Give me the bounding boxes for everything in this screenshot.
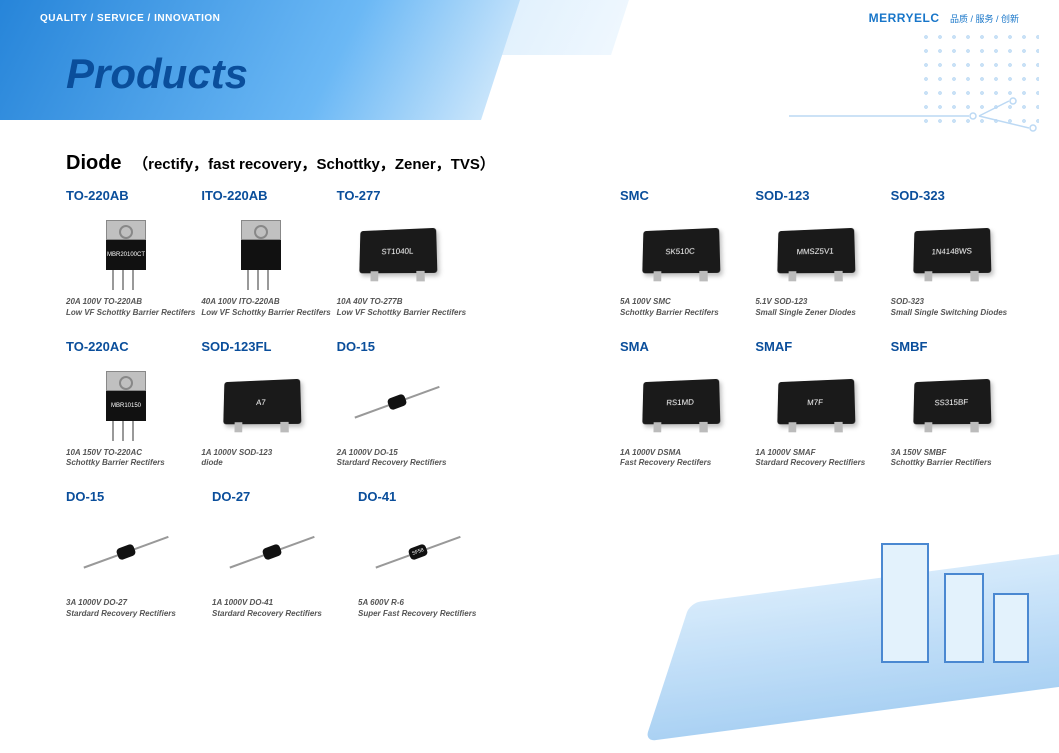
- page-title: Products: [66, 50, 248, 98]
- product-desc: 1A 1000V SMAFStardard Recovery Rectifier…: [755, 448, 890, 470]
- product-cell: SOD-123 MMSZ5V1 5.1V SOD-123Small Single…: [755, 188, 890, 319]
- axial-icon: [352, 387, 442, 417]
- package-title: SMBF: [891, 339, 1026, 354]
- decor-circuit-line: [789, 96, 1049, 136]
- product-desc: 2A 1000V DO-15Stardard Recovery Rectifie…: [337, 448, 472, 470]
- chip-icon: ST1040L: [359, 228, 437, 273]
- product-thumb: SK510C: [620, 209, 740, 293]
- package-title: ITO-220AB: [201, 188, 336, 203]
- axial-icon: [227, 537, 317, 567]
- product-desc: 3A 1000V DO-27Stardard Recovery Rectifie…: [66, 598, 212, 620]
- product-cell: TO-220AC MBR10150 10A 150V TO-220ACSchot…: [66, 339, 201, 470]
- product-thumb: SS315BF: [891, 360, 1011, 444]
- product-desc: 10A 40V TO-277BLow VF Schottky Barrier R…: [337, 297, 472, 319]
- chip-label: SK510C: [665, 246, 695, 256]
- to220-icon: MBR10150: [106, 371, 146, 433]
- product-thumb: MBR20100CT: [66, 209, 186, 293]
- product-cell: DO-15 3A 1000V DO-27Stardard Recovery Re…: [66, 489, 212, 620]
- package-title: DO-15: [337, 339, 472, 354]
- chip-label: SS315BF: [934, 397, 968, 407]
- product-cell: SMBF SS315BF 3A 150V SMBFSchottky Barrie…: [891, 339, 1026, 470]
- package-title: TO-277: [337, 188, 472, 203]
- product-cell: SMC SK510C 5A 100V SMCSchottky Barrier R…: [620, 188, 755, 319]
- product-cell: SMAF M7F 1A 1000V SMAFStardard Recovery …: [755, 339, 890, 470]
- product-desc: 20A 100V TO-220ABLow VF Schottky Barrier…: [66, 297, 201, 319]
- chip-icon: RS1MD: [642, 378, 720, 423]
- brand-block: MERRYELC 品质 / 服务 / 创新: [869, 9, 1019, 27]
- product-desc: 10A 150V TO-220ACSchottky Barrier Rectif…: [66, 448, 201, 470]
- chip-label: MMSZ5V1: [797, 246, 835, 256]
- product-cell: TO-220AB MBR20100CT 20A 100V TO-220ABLow…: [66, 188, 201, 319]
- chip-label: 1N4148WS: [930, 246, 971, 256]
- package-title: SMA: [620, 339, 755, 354]
- package-title: TO-220AC: [66, 339, 201, 354]
- product-desc: 5A 100V SMCSchottky Barrier Rectifers: [620, 297, 755, 319]
- chip-label: RS1MD: [666, 397, 694, 407]
- product-thumb: MMSZ5V1: [755, 209, 875, 293]
- brand-name: MERRYELC: [869, 11, 940, 25]
- section-main: Diode: [66, 152, 122, 174]
- product-desc: 3A 150V SMBFSchottky Barrier Rectifiers: [891, 448, 1026, 470]
- product-desc: 40A 100V ITO-220ABLow VF Schottky Barrie…: [201, 297, 336, 319]
- product-cell: SOD-323 1N4148WS SOD-323Small Single Swi…: [891, 188, 1026, 319]
- chip-icon: SK510C: [642, 228, 720, 273]
- axial-icon: [81, 537, 171, 567]
- chip-icon: MMSZ5V1: [778, 228, 856, 273]
- product-thumb: M7F: [755, 360, 875, 444]
- chip-icon: A7: [224, 378, 302, 423]
- product-thumb: [337, 360, 457, 444]
- section-sub: （rectify，fast recovery，Schottky，Zener，TV…: [133, 156, 495, 173]
- product-cell: DO-41 SF58 5A 600V R-6Super Fast Recover…: [358, 489, 504, 620]
- product-desc: 1A 1000V SOD-123diode: [201, 448, 336, 470]
- section-heading: Diode （rectify，fast recovery，Schottky，Ze…: [66, 152, 495, 175]
- product-row: TO-220AB MBR20100CT 20A 100V TO-220ABLow…: [66, 188, 1026, 333]
- product-desc: 1A 1000V DO-41Stardard Recovery Rectifie…: [212, 598, 358, 620]
- package-title: TO-220AB: [66, 188, 201, 203]
- to220-icon: MBR20100CT: [106, 220, 146, 282]
- product-cell: SOD-123FL A7 1A 1000V SOD-123diode: [201, 339, 336, 470]
- product-cell: DO-27 1A 1000V DO-41Stardard Recovery Re…: [212, 489, 358, 620]
- package-title: SOD-323: [891, 188, 1026, 203]
- chip-icon: 1N4148WS: [913, 228, 991, 273]
- product-thumb: MBR10150: [66, 360, 186, 444]
- chip-label: ST1040L: [381, 246, 414, 256]
- top-bar: QUALITY / SERVICE / INNOVATION MERRYELC …: [0, 0, 1059, 36]
- package-title: SOD-123FL: [201, 339, 336, 354]
- product-desc: 1A 1000V DSMAFast Recovery Rectifers: [620, 448, 755, 470]
- product-thumb: ST1040L: [337, 209, 457, 293]
- header-tagline: QUALITY / SERVICE / INNOVATION: [40, 13, 220, 24]
- to220-icon: [241, 220, 281, 282]
- product-thumb: A7: [201, 360, 321, 444]
- package-title: DO-15: [66, 489, 212, 504]
- package-title: DO-41: [358, 489, 504, 504]
- product-thumb: [212, 510, 332, 594]
- product-grid: TO-220AB MBR20100CT 20A 100V TO-220ABLow…: [66, 188, 1026, 640]
- product-cell: SMA RS1MD 1A 1000V DSMAFast Recovery Rec…: [620, 339, 755, 470]
- product-row: DO-15 3A 1000V DO-27Stardard Recovery Re…: [66, 489, 1026, 634]
- product-thumb: SF58: [358, 510, 478, 594]
- product-cell: DO-15 2A 1000V DO-15Stardard Recovery Re…: [337, 339, 472, 470]
- chip-label: M7F: [807, 397, 823, 406]
- chip-icon: SS315BF: [913, 378, 991, 423]
- product-desc: 5A 600V R-6Super Fast Recovery Rectifier…: [358, 598, 504, 620]
- chip-icon: M7F: [778, 378, 856, 423]
- product-thumb: 1N4148WS: [891, 209, 1011, 293]
- package-title: DO-27: [212, 489, 358, 504]
- chip-label: A7: [256, 397, 266, 406]
- axial-icon: SF58: [373, 537, 463, 567]
- product-cell: ITO-220AB 40A 100V ITO-220ABLow VF Schot…: [201, 188, 336, 319]
- product-row: TO-220AC MBR10150 10A 150V TO-220ACSchot…: [66, 339, 1026, 484]
- product-thumb: [201, 209, 321, 293]
- package-title: SOD-123: [755, 188, 890, 203]
- package-title: SMC: [620, 188, 755, 203]
- brand-sub: 品质 / 服务 / 创新: [950, 14, 1019, 24]
- product-cell: TO-277 ST1040L 10A 40V TO-277BLow VF Sch…: [337, 188, 472, 319]
- product-desc: 5.1V SOD-123Small Single Zener Diodes: [755, 297, 890, 319]
- product-thumb: [66, 510, 186, 594]
- product-desc: SOD-323Small Single Switching Diodes: [891, 297, 1026, 319]
- product-thumb: RS1MD: [620, 360, 740, 444]
- package-title: SMAF: [755, 339, 890, 354]
